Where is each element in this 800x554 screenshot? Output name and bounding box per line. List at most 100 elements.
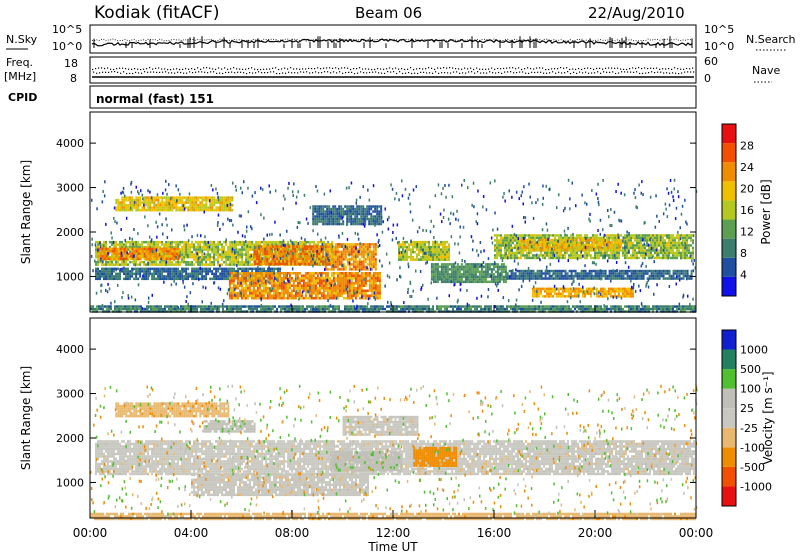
nave-dot bbox=[252, 72, 254, 74]
heatmap-cell bbox=[324, 272, 327, 275]
heatmap-cell bbox=[272, 294, 275, 297]
heatmap-cell bbox=[119, 270, 121, 273]
heatmap-cell bbox=[496, 254, 498, 257]
heatmap-cell bbox=[165, 201, 168, 204]
heatmap-cell bbox=[298, 282, 301, 285]
heatmap-cell bbox=[169, 257, 172, 261]
nave-dot bbox=[342, 72, 344, 74]
heatmap-cell bbox=[296, 277, 299, 280]
heatmap-cell bbox=[588, 241, 590, 245]
heatmap-cell bbox=[203, 245, 206, 249]
heatmap-cell bbox=[238, 284, 241, 287]
heatmap-cell bbox=[228, 282, 231, 285]
heatmap-cell bbox=[356, 268, 359, 271]
heatmap-cell bbox=[294, 297, 297, 300]
nave-dot bbox=[317, 67, 319, 69]
heatmap-cell bbox=[452, 265, 455, 269]
heatmap-cell bbox=[624, 244, 626, 247]
heatmap-cell bbox=[480, 280, 483, 284]
heatmap-cell bbox=[135, 260, 138, 264]
nave-dot bbox=[344, 67, 346, 69]
heatmap-cell bbox=[201, 263, 204, 266]
heatmap-cell bbox=[580, 256, 582, 260]
heatmap-cell bbox=[342, 289, 345, 292]
heatmap-cell bbox=[478, 278, 481, 281]
heatmap-cell bbox=[252, 284, 255, 287]
heatmap-cell bbox=[336, 243, 339, 246]
heatmap-cell bbox=[590, 254, 592, 257]
heatmap-cell bbox=[246, 297, 249, 300]
heatmap-cell bbox=[412, 255, 414, 259]
heatmap-cell bbox=[248, 272, 251, 275]
nave-dot bbox=[387, 71, 389, 73]
heatmap-cell bbox=[516, 251, 518, 255]
nave-dot bbox=[189, 71, 191, 73]
heatmap-cell bbox=[494, 234, 496, 237]
heatmap-cell bbox=[506, 249, 508, 252]
heatmap-cell bbox=[356, 287, 359, 290]
heatmap-cell bbox=[274, 294, 277, 297]
heatmap-cell bbox=[324, 220, 327, 223]
heatmap-cell bbox=[368, 245, 371, 249]
heatmap-cell bbox=[165, 243, 168, 246]
heatmap-cell bbox=[256, 294, 259, 297]
heatmap-cell bbox=[105, 247, 108, 251]
heatmap-cell bbox=[444, 258, 446, 261]
heatmap-cell bbox=[640, 236, 642, 240]
heatmap-cell bbox=[500, 246, 502, 250]
nave-dot bbox=[96, 72, 98, 74]
heatmap-cell bbox=[145, 257, 148, 261]
nave-dot bbox=[320, 68, 322, 70]
heatmap-cell bbox=[450, 263, 453, 266]
heatmap-cell bbox=[426, 248, 428, 251]
heatmap-cell bbox=[157, 257, 160, 261]
heatmap-cell bbox=[564, 254, 566, 257]
freq-tick-low: 8 bbox=[70, 72, 77, 85]
heatmap-cell bbox=[500, 256, 502, 260]
heatmap-cell bbox=[486, 280, 489, 284]
heatmap-cell bbox=[245, 253, 248, 256]
heatmap-cell bbox=[161, 208, 164, 212]
heatmap-cell bbox=[402, 245, 404, 249]
heatmap-cell bbox=[360, 272, 363, 275]
heatmap-cell bbox=[496, 280, 499, 284]
heatmap-cell bbox=[502, 236, 504, 240]
heatmap-cell bbox=[219, 198, 222, 202]
nave-dot bbox=[408, 72, 410, 74]
heatmap-cell bbox=[237, 267, 240, 271]
heatmap-cell bbox=[286, 282, 289, 285]
heatmap-cell bbox=[127, 203, 130, 207]
heatmap-cell bbox=[422, 240, 424, 244]
heatmap-cell bbox=[103, 263, 105, 266]
heatmap-cell bbox=[454, 273, 457, 276]
heatmap-cell bbox=[460, 275, 463, 279]
heatmap-cell bbox=[370, 292, 373, 295]
heatmap-cell bbox=[314, 215, 317, 218]
heatmap-cell bbox=[280, 279, 283, 282]
heatmap-cell bbox=[502, 244, 504, 247]
heatmap-cell bbox=[199, 245, 202, 249]
heatmap-cell bbox=[548, 256, 550, 260]
nave-dot bbox=[144, 71, 146, 73]
heatmap-cell bbox=[500, 275, 503, 279]
heatmap-cell bbox=[492, 280, 495, 284]
heatmap-cell bbox=[230, 294, 233, 297]
heatmap-cell bbox=[480, 278, 483, 281]
heatmap-cell bbox=[360, 265, 363, 269]
heatmap-cell bbox=[187, 208, 190, 212]
nave-dot bbox=[384, 72, 386, 74]
heatmap-cell bbox=[530, 251, 532, 255]
heatmap-cell bbox=[330, 207, 333, 211]
heatmap-cell bbox=[209, 240, 212, 244]
heatmap-cell bbox=[133, 267, 136, 271]
heatmap-cell bbox=[215, 208, 218, 212]
heatmap-cell bbox=[402, 253, 404, 256]
heatmap-cell bbox=[230, 287, 233, 290]
nave-dot bbox=[660, 71, 662, 73]
heatmap-cell bbox=[195, 203, 198, 207]
nave-dot bbox=[560, 67, 562, 69]
heatmap-cell bbox=[342, 292, 345, 295]
heatmap-cell bbox=[440, 253, 442, 256]
nave-dot bbox=[669, 72, 671, 74]
heatmap-cell bbox=[524, 254, 526, 257]
